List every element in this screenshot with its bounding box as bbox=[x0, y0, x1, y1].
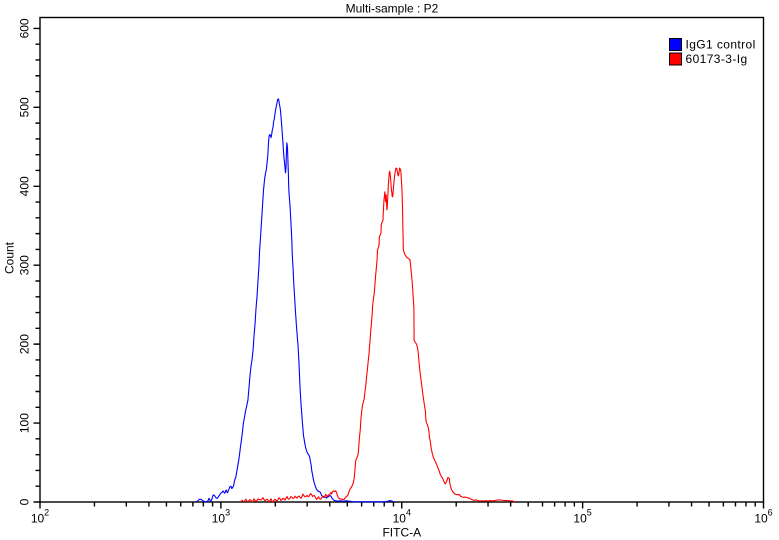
svg-text:600: 600 bbox=[18, 18, 32, 38]
svg-text:400: 400 bbox=[18, 176, 32, 196]
svg-text:60173-3-Ig: 60173-3-Ig bbox=[686, 52, 748, 66]
svg-text:200: 200 bbox=[18, 334, 32, 354]
svg-text:0: 0 bbox=[18, 498, 32, 505]
svg-text:FITC-A: FITC-A bbox=[382, 526, 421, 540]
svg-text:500: 500 bbox=[18, 97, 32, 117]
svg-text:IgG1 control: IgG1 control bbox=[686, 38, 756, 52]
svg-text:Count: Count bbox=[3, 241, 17, 274]
svg-text:Multi-sample : P2: Multi-sample : P2 bbox=[346, 2, 439, 16]
svg-text:300: 300 bbox=[18, 255, 32, 275]
svg-text:100: 100 bbox=[18, 413, 32, 433]
